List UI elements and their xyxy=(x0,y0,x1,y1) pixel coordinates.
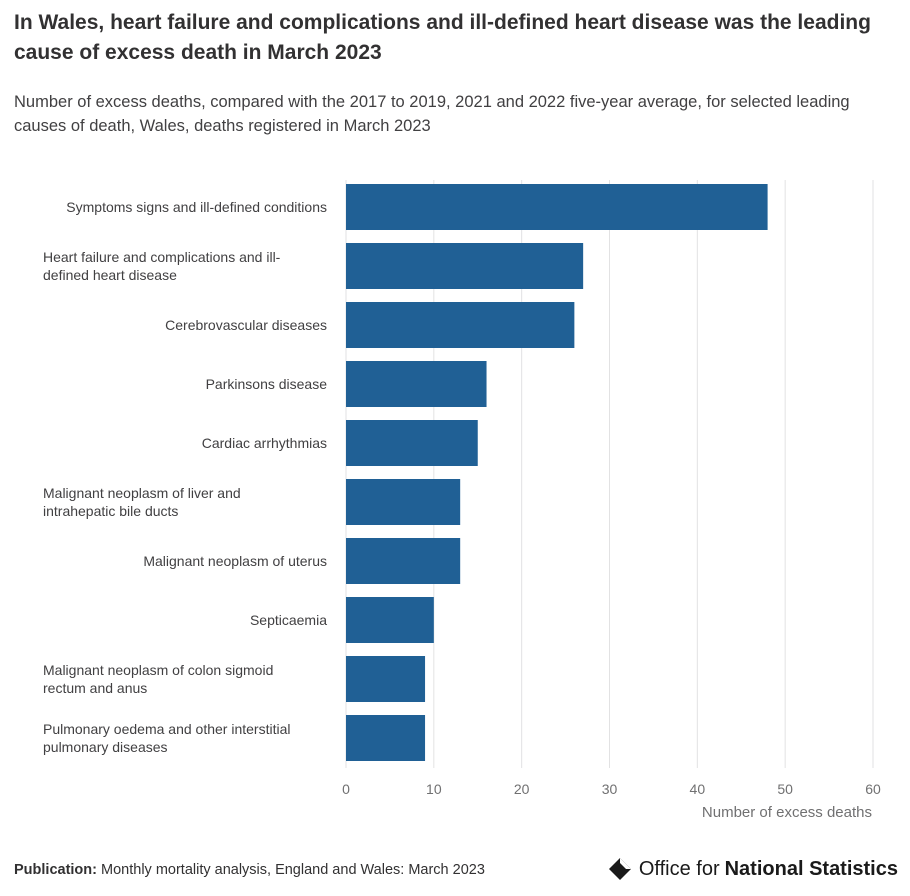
category-label: Malignant neoplasm of uterus xyxy=(143,553,327,569)
category-label-line: Heart failure and complications and ill- xyxy=(43,249,281,265)
category-label-line: Cerebrovascular diseases xyxy=(165,317,327,333)
bar[interactable] xyxy=(346,302,575,348)
bar[interactable] xyxy=(346,243,584,289)
bar[interactable] xyxy=(346,184,768,230)
bar[interactable] xyxy=(346,597,434,643)
category-label-line: defined heart disease xyxy=(43,267,177,283)
category-labels: Symptoms signs and ill-defined condition… xyxy=(43,199,327,755)
ons-logo[interactable]: Office for National Statistics xyxy=(607,856,898,882)
publication-text[interactable]: Monthly mortality analysis, England and … xyxy=(96,862,485,878)
category-label-line: intrahepatic bile ducts xyxy=(43,503,178,519)
category-label-line: rectum and anus xyxy=(43,680,147,696)
x-tick-label: 30 xyxy=(602,781,618,797)
x-tick-label: 40 xyxy=(690,781,706,797)
category-label-line: Malignant neoplasm of uterus xyxy=(143,553,327,569)
bar[interactable] xyxy=(346,361,487,407)
x-axis-ticks: 0 10 20 30 40 50 60 xyxy=(342,781,881,797)
logo-text-bold: National Statistics xyxy=(724,857,898,880)
category-label: Parkinsons disease xyxy=(206,376,328,392)
bar[interactable] xyxy=(346,420,478,466)
publication-label: Publication: xyxy=(14,862,97,878)
category-label-line: Cardiac arrhythmias xyxy=(202,435,327,451)
category-label: Cerebrovascular diseases xyxy=(165,317,327,333)
ons-logo-icon xyxy=(608,858,631,880)
chart-title: In Wales, heart failure and complication… xyxy=(14,11,871,64)
category-label-line: Parkinsons disease xyxy=(206,376,328,392)
category-label-line: Malignant neoplasm of liver and xyxy=(43,485,241,501)
x-tick-label: 0 xyxy=(342,781,350,797)
x-tick-label: 60 xyxy=(865,781,881,797)
bar[interactable] xyxy=(346,715,426,761)
logo-text-regular: Office for xyxy=(638,857,720,880)
bar-chart: Symptoms signs and ill-defined condition… xyxy=(43,180,881,821)
category-label-line: Septicaemia xyxy=(250,612,327,628)
category-label-line: Malignant neoplasm of colon sigmoid xyxy=(43,662,273,678)
bar[interactable] xyxy=(346,656,426,702)
x-axis-title: Number of excess deaths xyxy=(702,804,872,821)
category-label-line: Pulmonary oedema and other interstitial xyxy=(43,721,290,737)
category-label: Heart failure and complications and ill-… xyxy=(43,249,281,283)
bars xyxy=(346,184,768,761)
category-label: Cardiac arrhythmias xyxy=(202,435,327,451)
bar[interactable] xyxy=(346,479,461,525)
category-label: Pulmonary oedema and other interstitial p… xyxy=(43,721,290,755)
category-label: Malignant neoplasm of colon sigmoid rectu… xyxy=(43,662,273,696)
chart-subtitle: Number of excess deaths, compared with t… xyxy=(14,93,850,135)
x-tick-label: 10 xyxy=(426,781,442,797)
category-label: Malignant neoplasm of liver and intrahepa… xyxy=(43,485,241,519)
x-tick-label: 50 xyxy=(777,781,793,797)
bar[interactable] xyxy=(346,538,461,584)
category-label: Septicaemia xyxy=(250,612,327,628)
category-label-line: pulmonary diseases xyxy=(43,739,168,755)
x-tick-label: 20 xyxy=(514,781,530,797)
category-label: Symptoms signs and ill-defined condition… xyxy=(66,199,327,215)
publication-footer: Publication: Monthly mortality analysis,… xyxy=(14,862,485,878)
category-label-line: Symptoms signs and ill-defined condition… xyxy=(66,199,327,215)
